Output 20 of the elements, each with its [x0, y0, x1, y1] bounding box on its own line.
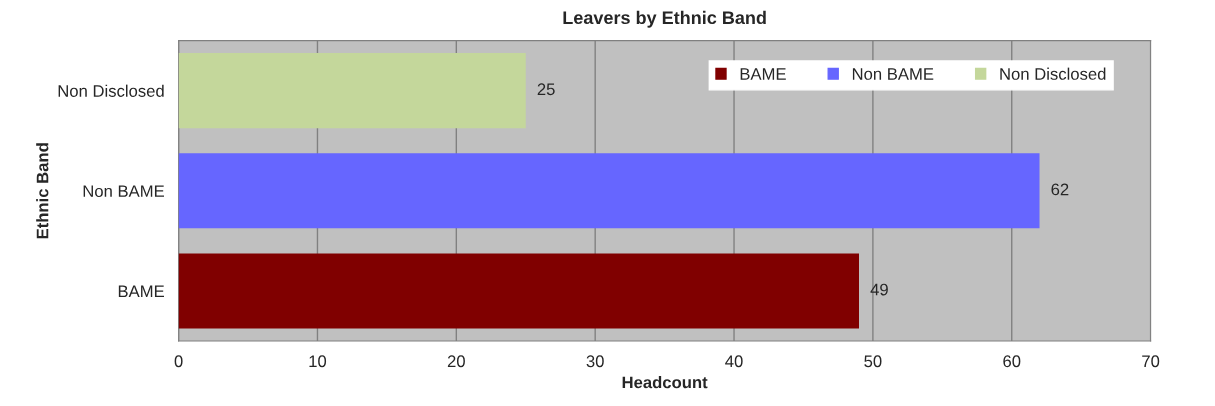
x-tick-label: 40: [725, 355, 743, 368]
y-tick-label: Non Disclosed: [58, 84, 164, 97]
x-tick-label: 30: [586, 355, 604, 368]
y-tick-label: Non BAME: [83, 185, 164, 198]
y-axis-title: Ethnic Band: [36, 143, 49, 239]
x-tick-label: 60: [1003, 355, 1021, 368]
legend-label: BAME: [740, 68, 786, 80]
x-axis-title: Headcount: [622, 376, 708, 389]
x-tick-label: 70: [1142, 355, 1160, 368]
chart-title: Leavers by Ethnic Band: [563, 10, 766, 28]
data-label: 25: [537, 83, 555, 96]
x-tick-label: 50: [864, 355, 882, 368]
x-tick-label: 0: [174, 355, 183, 368]
legend-label: Non Disclosed: [1000, 67, 1106, 80]
y-tick-label: BAME: [118, 285, 164, 298]
data-label: 62: [1051, 183, 1069, 196]
data-label: 49: [870, 283, 888, 296]
x-tick-label: 20: [447, 355, 465, 368]
x-tick-label: 10: [309, 355, 327, 368]
legend-label: Non BAME: [852, 68, 934, 80]
